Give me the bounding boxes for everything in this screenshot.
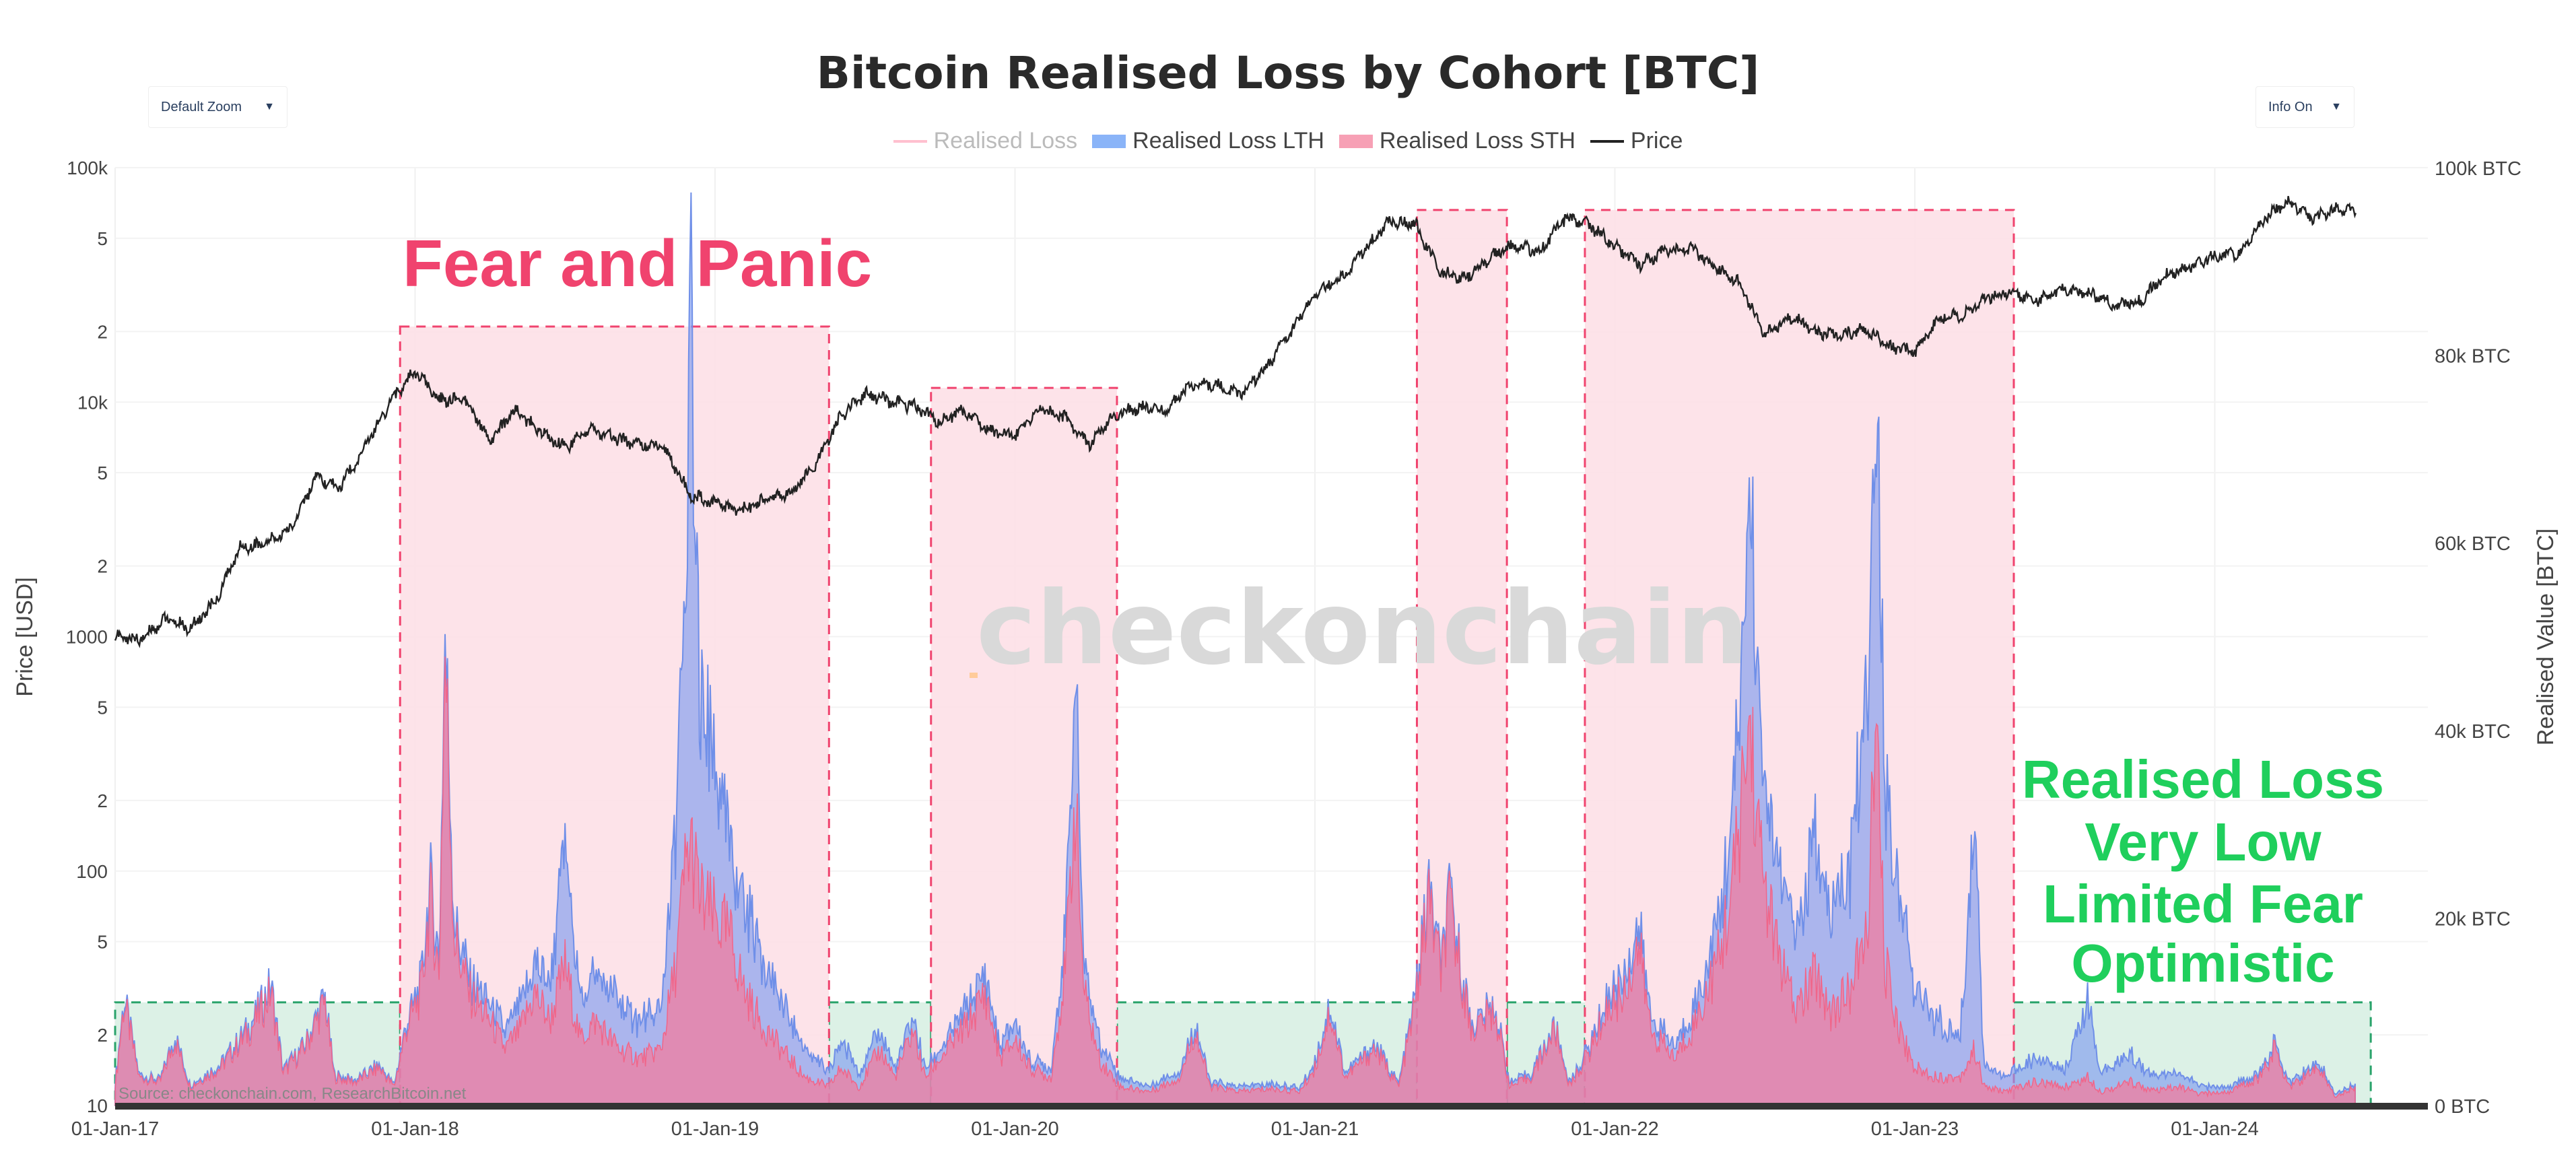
price-line <box>114 195 2357 648</box>
y-left-tick-label: 10 <box>87 1095 108 1116</box>
chevron-down-icon: ▼ <box>2331 101 2342 112</box>
legend-item-lth[interactable]: Realised Loss LTH <box>1092 128 1324 154</box>
lth-area <box>114 192 2356 1106</box>
y-right-tick-label: 0 BTC <box>2435 1096 2490 1118</box>
y-right-tick-label: 100k BTC <box>2435 158 2521 180</box>
legend-swatch <box>1092 134 1126 148</box>
zoom-dropdown[interactable]: Default Zoom ▼ <box>148 86 287 128</box>
x-tick-label: 01-Jan-21 <box>1271 1118 1359 1140</box>
x-axis-line <box>115 1103 2428 1110</box>
y-right-tick-label: 60k BTC <box>2435 533 2511 555</box>
legend-label: Realised Loss STH <box>1379 128 1575 154</box>
y-right-tick-label: 20k BTC <box>2435 908 2511 930</box>
x-tick-label: 01-Jan-17 <box>71 1118 160 1140</box>
x-tick-label: 01-Jan-19 <box>671 1118 759 1140</box>
x-tick-label: 01-Jan-18 <box>371 1118 459 1140</box>
loss-areas <box>114 192 2356 1106</box>
annotation-line: Realised Loss <box>2022 749 2384 809</box>
legend-label: Realised Loss <box>933 128 1078 154</box>
sth-area <box>114 656 2356 1106</box>
y-left-tick-label: 2 <box>97 321 108 342</box>
axes: 100k 5 2 10k 5 2 1000 5 2 100 5 2 10 100k BTC 80k BTC 6… <box>66 158 2521 1140</box>
y-left-tick-label: 1000 <box>66 627 108 648</box>
legend-swatch <box>893 139 927 143</box>
y-right-tick-label: 40k BTC <box>2435 721 2511 743</box>
legend-item-sth[interactable]: Realised Loss STH <box>1338 128 1575 154</box>
x-tick-label: 01-Jan-24 <box>2171 1118 2259 1140</box>
annotation-fear-and-panic: Fear and Panic <box>403 226 872 300</box>
y-right-tick-label: 80k BTC <box>2435 346 2511 368</box>
x-tick-label: 01-Jan-22 <box>1571 1118 1659 1140</box>
y-left-tick-label: 100k <box>67 158 108 178</box>
y-left-tick-label: 5 <box>97 932 108 953</box>
legend-label: Realised Loss LTH <box>1132 128 1324 154</box>
legend-label: Price <box>1630 128 1683 154</box>
y-left-tick-label: 5 <box>97 228 108 249</box>
info-dropdown-label: Info On <box>2268 99 2313 114</box>
annotation-low-loss: Realised Loss Very Low Limited Fear Opti… <box>2022 749 2384 993</box>
y-left-tick-label: 5 <box>97 697 108 718</box>
legend-swatch <box>1590 139 1624 143</box>
legend-swatch <box>1338 134 1373 148</box>
info-dropdown[interactable]: Info On ▼ <box>2256 86 2354 128</box>
x-tick-label: 01-Jan-23 <box>1871 1118 1959 1140</box>
annotation-line: Very Low <box>2084 812 2321 872</box>
annotation-line: Optimistic <box>2071 933 2334 993</box>
watermark: checkonchain <box>976 570 1749 687</box>
y-left-tick-label: 100 <box>76 861 108 882</box>
y-left-tick-label: 10k <box>77 392 108 413</box>
watermark-accent <box>970 673 978 678</box>
legend-item-price[interactable]: Price <box>1590 128 1683 154</box>
y-axis-title-right: Realised Value [BTC] <box>2533 529 2558 746</box>
legend-item-realised-loss[interactable]: Realised Loss <box>893 128 1078 154</box>
x-tick-label: 01-Jan-20 <box>971 1118 1059 1140</box>
legend: Realised Loss Realised Loss LTH Realised… <box>0 128 2576 154</box>
y-left-tick-label: 5 <box>97 463 108 483</box>
source-note: Source: checkonchain.com, ResearchBitcoi… <box>118 1085 467 1103</box>
y-axis-title-left: Price [USD] <box>12 577 38 697</box>
annotation-line: Limited Fear <box>2043 874 2363 934</box>
zoom-dropdown-label: Default Zoom <box>161 99 242 114</box>
price-series <box>114 195 2357 648</box>
chart-title: Bitcoin Realised Loss by Cohort [BTC] <box>816 47 1760 99</box>
y-left-tick-label: 2 <box>97 790 108 811</box>
chevron-down-icon: ▼ <box>264 101 275 112</box>
y-left-tick-label: 2 <box>97 1025 108 1046</box>
y-left-tick-label: 2 <box>97 556 108 577</box>
